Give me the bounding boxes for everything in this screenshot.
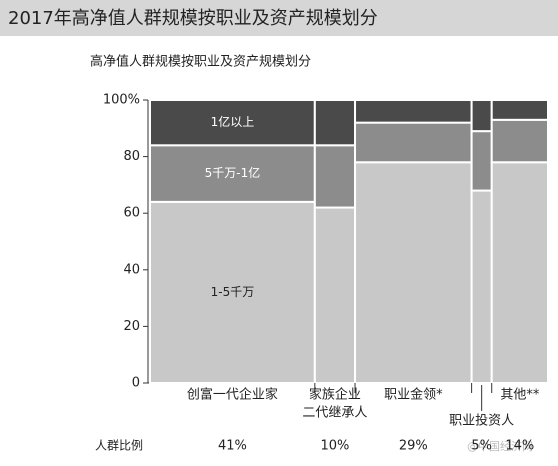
y-tick-label: 100% xyxy=(103,93,140,108)
segment xyxy=(313,144,357,209)
chart-title: 高净值人群规模按职业及资产规模划分 xyxy=(90,54,311,70)
width-label: 29% xyxy=(399,439,428,454)
segment xyxy=(490,99,549,121)
category-label: 其他** xyxy=(500,388,540,403)
segment xyxy=(149,200,316,384)
category-label: 创富一代企业家 xyxy=(187,387,278,403)
category-label: 职业投资人 xyxy=(449,413,514,429)
segment xyxy=(354,99,473,124)
width-label: 14% xyxy=(505,439,534,454)
segment xyxy=(470,130,493,192)
category-label: 家族企业 xyxy=(309,387,361,403)
y-tick-label: 40 xyxy=(123,262,140,277)
y-tick-label: 60 xyxy=(123,206,140,221)
width-label: 10% xyxy=(320,439,349,454)
category-label: 二代继承人 xyxy=(302,406,367,421)
segment xyxy=(313,99,357,147)
segment-label: 1-5千万 xyxy=(211,285,255,299)
segment xyxy=(470,189,493,384)
width-label: 5% xyxy=(471,439,492,454)
y-tick-label: 0 xyxy=(132,376,140,391)
segment xyxy=(149,144,316,203)
segment-label: 1亿以上 xyxy=(211,114,255,129)
segment xyxy=(490,118,549,164)
category-label: 职业金领* xyxy=(384,387,443,403)
header-bar xyxy=(0,0,558,36)
widths-label: 人群比例 xyxy=(95,439,143,453)
segment xyxy=(354,161,473,384)
segment xyxy=(470,99,493,133)
segment-label: 5千万-1亿 xyxy=(205,165,261,180)
width-label: 41% xyxy=(218,439,247,454)
segment xyxy=(313,206,357,384)
watermark: @中国经济网 xyxy=(467,439,533,453)
header-title: 2017年高净值人群规模按职业及资产规模划分 xyxy=(8,8,378,29)
segment xyxy=(490,161,549,384)
segment xyxy=(354,121,473,164)
y-tick-label: 80 xyxy=(123,149,140,164)
y-tick-label: 20 xyxy=(123,319,140,334)
